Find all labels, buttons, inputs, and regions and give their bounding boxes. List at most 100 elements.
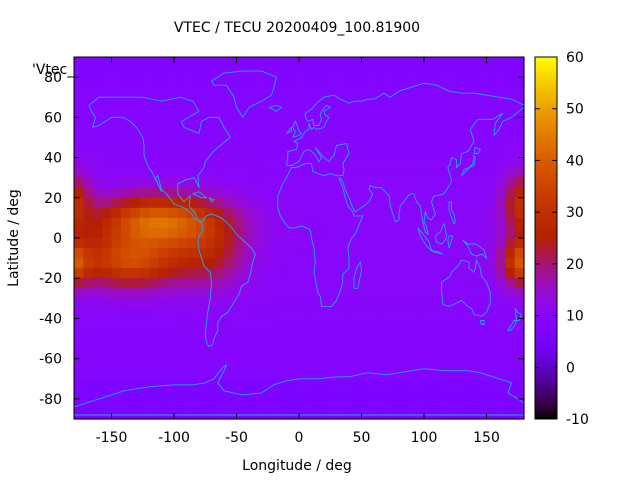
- heatmap-cell: [317, 57, 328, 68]
- heatmap-cell: [439, 308, 450, 320]
- heatmap-cell: [186, 157, 197, 169]
- heatmap-cell: [374, 127, 384, 139]
- heatmap-cell: [374, 318, 384, 330]
- heatmap-cell: [149, 308, 159, 320]
- heatmap-cell: [261, 197, 272, 209]
- heatmap-cell: [374, 298, 384, 309]
- heatmap-cell: [467, 117, 478, 128]
- heatmap-cell: [242, 147, 253, 159]
- heatmap-cell: [261, 338, 272, 350]
- heatmap-cell: [308, 348, 319, 360]
- coastline: [73, 364, 525, 408]
- key-label: 'Vtec_: [32, 62, 75, 78]
- heatmap-cell: [505, 338, 516, 350]
- heatmap-cell: [92, 368, 103, 380]
- heatmap-cell: [289, 348, 300, 360]
- heatmap-cell: [205, 117, 216, 128]
- heatmap-cell: [467, 77, 478, 88]
- heatmap-cell: [111, 197, 122, 209]
- heatmap-cell: [92, 258, 103, 269]
- heatmap-cell: [308, 137, 319, 149]
- heatmap-cell: [383, 167, 394, 179]
- heatmap-cell: [364, 157, 375, 169]
- heatmap-cell: [392, 318, 403, 330]
- heatmap-cell: [355, 238, 366, 249]
- heatmap-cell: [299, 137, 309, 149]
- heatmap-cell: [177, 328, 188, 340]
- heatmap-cell: [167, 197, 178, 209]
- heatmap-cell: [177, 137, 188, 149]
- heatmap-cell: [430, 248, 441, 259]
- heatmap-cell: [411, 77, 422, 88]
- heatmap-cell: [111, 107, 122, 118]
- heatmap-cell: [205, 67, 216, 78]
- heatmap-cell: [449, 368, 459, 380]
- heatmap-cell: [270, 177, 281, 189]
- heatmap-cell: [186, 308, 197, 320]
- heatmap-cell: [186, 358, 197, 370]
- heatmap-cell: [92, 147, 103, 159]
- heatmap-cell: [252, 308, 263, 320]
- heatmap-cell: [167, 398, 178, 410]
- heatmap-cell: [233, 157, 244, 169]
- heatmap-cell: [270, 398, 281, 410]
- heatmap-cell: [186, 117, 197, 128]
- heatmap-cell: [505, 117, 516, 128]
- heatmap-cell: [261, 77, 272, 88]
- heatmap-cell: [130, 238, 141, 249]
- heatmap-cell: [149, 358, 159, 370]
- heatmap-cell: [195, 298, 206, 309]
- heatmap-cell: [420, 248, 431, 259]
- heatmap-cell: [477, 207, 488, 219]
- heatmap-cell: [167, 278, 178, 289]
- heatmap-cell: [439, 388, 450, 400]
- heatmap-cell: [477, 167, 488, 179]
- heatmap-cell: [130, 398, 141, 410]
- heatmap-cell: [477, 77, 488, 88]
- heatmap-cell: [299, 157, 309, 169]
- heatmap-cell: [186, 177, 197, 189]
- heatmap-cell: [158, 288, 169, 299]
- heatmap-cell: [327, 57, 338, 68]
- heatmap-cell: [317, 147, 328, 159]
- heatmap-cell: [186, 408, 197, 420]
- coastline: [210, 70, 278, 118]
- heatmap-cell: [102, 338, 113, 350]
- heatmap-cell: [402, 147, 413, 159]
- heatmap-cell: [411, 268, 422, 279]
- heatmap-cell: [261, 278, 272, 289]
- heatmap-cell: [374, 288, 384, 299]
- heatmap-cell: [289, 67, 300, 78]
- heatmap-cell: [224, 238, 234, 249]
- heatmap-cell: [177, 147, 188, 159]
- heatmap-cell: [495, 318, 506, 330]
- heatmap-cell: [439, 328, 450, 340]
- heatmap-cell: [317, 328, 328, 340]
- heatmap-cell: [477, 318, 488, 330]
- heatmap-cell: [345, 408, 356, 420]
- heatmap-cell: [477, 328, 488, 340]
- heatmap-cell: [383, 238, 394, 249]
- heatmap-cell: [120, 308, 131, 320]
- heatmap-cell: [336, 137, 347, 149]
- heatmap-cell: [139, 187, 150, 199]
- heatmap-cell: [158, 298, 169, 309]
- heatmap-cell: [383, 227, 394, 239]
- heatmap-cell: [411, 87, 422, 98]
- heatmap-cell: [186, 217, 197, 229]
- heatmap-cell: [149, 197, 159, 209]
- heatmap-cell: [205, 248, 216, 259]
- heatmap-cell: [280, 308, 291, 320]
- heatmap-cell: [308, 278, 319, 289]
- heatmap-cell: [214, 378, 225, 390]
- heatmap-cell: [167, 167, 178, 179]
- heatmap-cell: [411, 238, 422, 249]
- heatmap-cell: [505, 298, 516, 309]
- heatmap-cell: [505, 348, 516, 360]
- heatmap-cell: [505, 197, 516, 209]
- heatmap-cell: [383, 338, 394, 350]
- heatmap-cell: [158, 187, 169, 199]
- heatmap-cell: [214, 217, 225, 229]
- heatmap-cell: [270, 227, 281, 239]
- heatmap-cell: [233, 348, 244, 360]
